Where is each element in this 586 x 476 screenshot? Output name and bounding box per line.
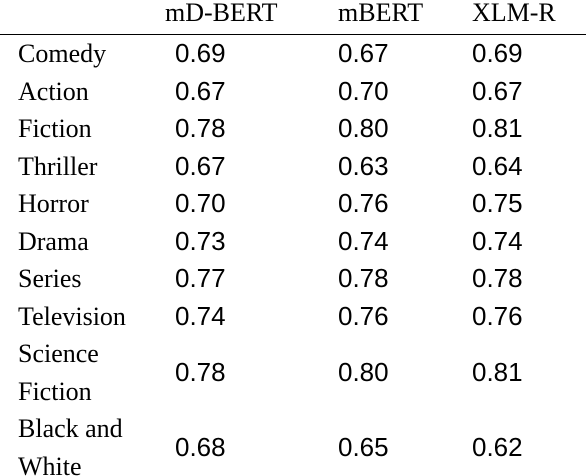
cell-value: 0.68 (175, 431, 226, 462)
header-row: mD-BERT mBERT XLM-R (0, 0, 586, 35)
table-row: Thriller 0.67 0.63 0.64 (0, 148, 586, 186)
table-row: Comedy 0.69 0.67 0.69 (0, 35, 586, 73)
cell-value: 0.65 (338, 431, 389, 462)
cell-value: 0.73 (175, 225, 226, 256)
row-label: Series (18, 264, 82, 293)
cell-value: 0.78 (175, 356, 226, 387)
cell-value: 0.78 (175, 113, 226, 143)
cell-value: 0.74 (175, 300, 226, 331)
cell-value: 0.77 (175, 263, 226, 293)
cell-value: 0.74 (338, 225, 389, 256)
cell-value: 0.69 (472, 38, 523, 68)
cell-value: 0.75 (472, 188, 523, 218)
row-label: Thriller (18, 151, 98, 181)
row-label: Black and White (18, 414, 123, 476)
table-body: Comedy 0.69 0.67 0.69 Action 0.67 0.70 0.67 Fict… (0, 35, 586, 476)
row-label: Drama (18, 226, 89, 256)
cell-value: 0.67 (175, 75, 226, 106)
cell-value: 0.70 (175, 188, 226, 218)
row-label: Fiction (18, 114, 92, 143)
cell-value: 0.78 (472, 263, 523, 293)
table-row: Fiction 0.78 0.80 0.81 (0, 110, 586, 148)
cell-value: 0.69 (175, 38, 226, 68)
table-row: Action 0.67 0.70 0.67 (0, 73, 586, 111)
table-row: Horror 0.70 0.76 0.75 (0, 185, 586, 223)
corner-cell (0, 0, 165, 35)
column-header: XLM-R (472, 0, 556, 27)
cell-value: 0.67 (338, 38, 389, 68)
cell-value: 0.67 (175, 150, 226, 181)
cell-value: 0.76 (472, 300, 523, 331)
row-label: Comedy (18, 39, 107, 68)
table-row: Series 0.77 0.78 0.78 (0, 260, 586, 298)
table-row: Drama 0.73 0.74 0.74 (0, 223, 586, 261)
cell-value: 0.76 (338, 188, 389, 218)
cell-value: 0.78 (338, 263, 389, 293)
cell-value: 0.81 (472, 113, 523, 143)
cell-value: 0.63 (338, 150, 389, 181)
column-header: mD-BERT (165, 0, 278, 27)
cell-value: 0.80 (338, 113, 389, 143)
table-row: Television 0.74 0.76 0.76 (0, 298, 586, 336)
row-label: Action (18, 76, 89, 106)
row-label: Horror (18, 189, 89, 218)
cell-value: 0.80 (338, 356, 389, 387)
row-label: Television (18, 301, 126, 331)
row-label: Science Fiction (18, 339, 99, 406)
column-header: mBERT (338, 0, 424, 27)
cell-value: 0.67 (472, 75, 523, 106)
cell-value: 0.76 (338, 300, 389, 331)
cell-value: 0.70 (338, 75, 389, 106)
cell-value: 0.81 (472, 356, 523, 387)
table-row: Science Fiction 0.78 0.80 0.81 (0, 335, 586, 410)
cell-value: 0.62 (472, 431, 523, 462)
cell-value: 0.74 (472, 225, 523, 256)
table-row: Black and White 0.68 0.65 0.62 (0, 410, 586, 476)
cell-value: 0.64 (472, 150, 523, 181)
